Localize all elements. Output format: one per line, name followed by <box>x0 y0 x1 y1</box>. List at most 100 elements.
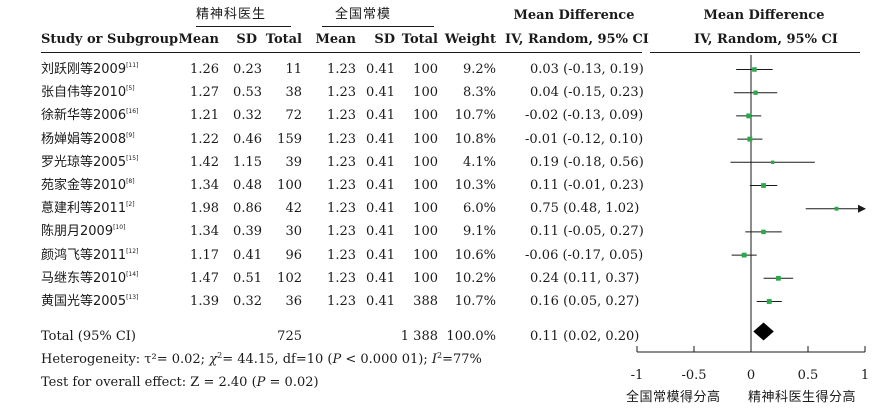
study-name-text: 苑家金等2010 <box>41 178 127 193</box>
study-ref: [10] <box>113 224 126 231</box>
axis-label-left: 全国常模得分高 <box>626 390 721 405</box>
point-marker <box>753 90 758 95</box>
cell-mean2: 1.23 <box>327 178 356 193</box>
cell-ci: 0.11 (-0.05, 0.27) <box>530 224 644 239</box>
point-marker <box>761 183 766 188</box>
cell-sd1: 0.46 <box>233 132 262 147</box>
point-marker <box>761 229 766 235</box>
ci-arrow <box>858 204 866 213</box>
cell-n1: 42 <box>285 201 302 216</box>
cell-n2: 100 <box>413 201 438 216</box>
group2-header: 全国常模 <box>335 7 392 22</box>
study-name-text: 马继东等2010 <box>41 271 127 286</box>
cell-n2: 100 <box>413 62 438 77</box>
study-ref: [2] <box>126 201 135 208</box>
cell-sd2: 0.41 <box>366 271 395 286</box>
cell-mean1: 1.26 <box>190 62 219 77</box>
cell-weight: 4.1% <box>462 155 496 170</box>
cell-weight: 6.0% <box>462 201 496 216</box>
cell-sd2: 0.41 <box>366 108 395 123</box>
cell-sd1: 0.48 <box>233 178 262 193</box>
cell-weight: 9.1% <box>462 224 496 239</box>
cell-n1: 11 <box>285 62 302 77</box>
study-name-text: 刘跃刚等2009 <box>41 62 127 77</box>
study-name: 黄国光等2005[13] <box>41 295 138 309</box>
cell-ci: -0.06 (-0.17, 0.05) <box>525 248 644 263</box>
cell-weight: 10.8% <box>454 132 496 147</box>
total-ci: 0.11 (0.02, 0.20) <box>530 329 640 344</box>
point-marker <box>752 67 757 72</box>
cell-n1: 30 <box>285 224 302 239</box>
study-ref: [11] <box>126 62 139 69</box>
cell-mean1: 1.17 <box>190 248 219 263</box>
col-sd1: SD <box>236 32 257 47</box>
point-marker <box>775 275 781 281</box>
study-ref: [9] <box>126 132 135 139</box>
cell-sd1: 0.53 <box>233 85 262 100</box>
cell-sd2: 0.41 <box>366 294 395 309</box>
cell-sd2: 0.41 <box>366 62 395 77</box>
cell-mean1: 1.98 <box>190 201 219 216</box>
study-name: 张自伟等2010[5] <box>41 85 135 100</box>
study-name: 刘跃刚等2009[11] <box>41 62 139 77</box>
point-marker <box>770 160 775 165</box>
cell-weight: 10.7% <box>454 294 496 309</box>
group1-header: 精神科医生 <box>196 7 267 22</box>
point-marker <box>766 299 772 304</box>
col-mean2: Mean <box>315 32 356 47</box>
study-ref: [8] <box>126 178 135 185</box>
col-sd2: SD <box>374 32 395 47</box>
cell-sd1: 1.15 <box>233 155 262 170</box>
study-ref: [5] <box>126 85 135 92</box>
cell-sd2: 0.41 <box>366 201 395 216</box>
cell-n2: 100 <box>413 155 438 170</box>
total-weight: 100.0% <box>446 329 496 344</box>
cell-n2: 100 <box>413 108 438 123</box>
cell-mean1: 1.34 <box>190 178 219 193</box>
cell-sd2: 0.41 <box>366 132 395 147</box>
cell-weight: 10.3% <box>454 178 496 193</box>
cell-mean1: 1.22 <box>190 132 219 147</box>
cell-sd2: 0.41 <box>366 85 395 100</box>
cell-ci: 0.16 (0.05, 0.27) <box>530 294 640 309</box>
cell-n1: 38 <box>285 85 302 100</box>
col-total2: Total <box>401 32 438 47</box>
plot-subtitle: IV, Random, 95% CI <box>694 32 838 47</box>
study-name: 颜鸿飞等2011[12] <box>41 249 138 263</box>
cell-mean1: 1.27 <box>190 85 219 100</box>
cell-weight: 8.3% <box>462 85 496 100</box>
cell-ci: 0.75 (0.48, 1.02) <box>530 201 640 216</box>
cell-sd2: 0.41 <box>366 178 395 193</box>
cell-n1: 36 <box>285 294 302 309</box>
study-name-text: 罗光琼等2005 <box>41 155 127 170</box>
cell-sd1: 0.32 <box>233 294 262 309</box>
table-header-rule <box>41 52 642 53</box>
study-name-text: 张自伟等2010 <box>41 85 127 100</box>
cell-n2: 100 <box>413 271 438 286</box>
x-tick-label: 0.5 <box>798 368 819 383</box>
cell-n2: 388 <box>413 294 438 309</box>
cell-mean2: 1.23 <box>327 248 356 263</box>
cell-weight: 10.6% <box>454 248 496 263</box>
col-total1: Total <box>265 32 302 47</box>
cell-mean2: 1.23 <box>327 62 356 77</box>
study-name-text: 蒠建利等2011 <box>41 201 127 216</box>
heterogeneity-text: Heterogeneity: τ²= 0.02; χ2= 44.15, df=1… <box>41 351 482 367</box>
cell-mean1: 1.47 <box>190 271 219 286</box>
col-mean1: Mean <box>178 32 219 47</box>
cell-sd1: 0.51 <box>233 271 262 286</box>
study-ref: [16] <box>126 108 139 115</box>
total-label: Total (95% CI) <box>41 329 137 344</box>
cell-mean2: 1.23 <box>327 294 356 309</box>
cell-sd1: 0.39 <box>233 224 262 239</box>
plot-header-rule <box>650 52 860 53</box>
cell-mean2: 1.23 <box>327 201 356 216</box>
cell-mean1: 1.21 <box>190 108 219 123</box>
axis-label-right: 精神科医生得分高 <box>748 390 857 405</box>
col-weight: Weight <box>444 32 496 47</box>
md-subtitle: IV, Random, 95% CI <box>505 32 649 47</box>
study-name: 陈朋月2009[10] <box>41 224 126 239</box>
point-marker <box>747 136 753 142</box>
cell-ci: 0.24 (0.11, 0.37) <box>530 271 640 286</box>
